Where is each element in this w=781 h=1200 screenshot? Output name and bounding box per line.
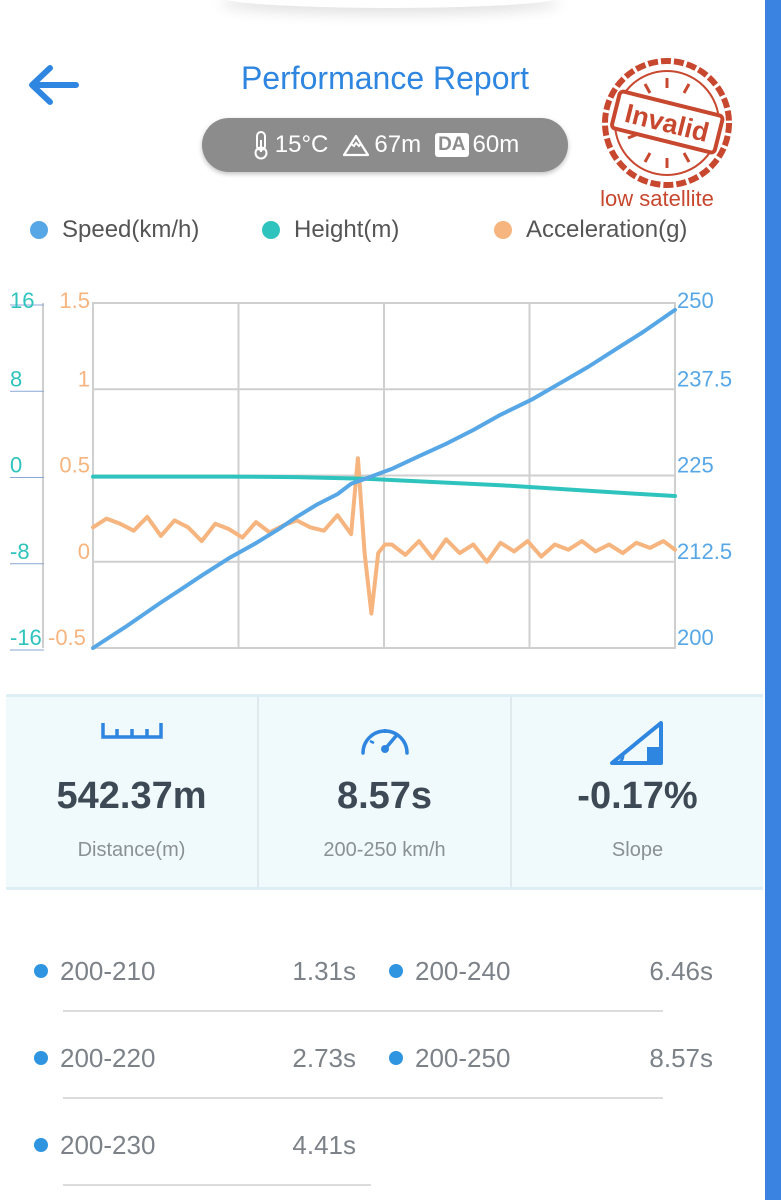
accel-tick-label: 0 [78,539,90,564]
split-range: 200-240 [415,956,511,986]
height-tick-label: 16 [10,288,34,313]
page-title: Performance Report [240,60,530,96]
invalid-stamp: Invalid [602,58,732,188]
altitude-value: 67m [374,131,422,158]
window-edge [765,0,781,1200]
split-item: 200-210 1.31s [34,930,356,1018]
stamp-caption: low satellite [600,186,714,211]
slope-value: -0.17% [577,775,698,817]
altitude-item: 67m [342,131,421,159]
split-range: 200-250 [415,1043,511,1073]
height-tick-label: 0 [10,453,22,478]
density-altitude-value: 60m [472,131,520,158]
legend-height-label: Height(m) [294,216,400,243]
split-range: 200-230 [60,1130,156,1160]
thermometer-icon [254,131,268,160]
split-dot [34,1051,48,1065]
split-time: 8.57s [649,1043,713,1073]
chart-legend: Speed(km/h) Height(m) Acceleration(g) [0,216,765,252]
legend-acceleration[interactable]: Acceleration(g) [494,216,687,244]
accel-tick-label: 1 [78,366,90,391]
speed-tick-label: 250 [677,288,714,313]
temperature-item: 15°C [251,130,329,160]
speedometer-icon [360,729,409,755]
window-edge-gap [761,0,765,1200]
split-range: 200-220 [60,1043,156,1073]
split-item: 200-240 6.46s [389,930,713,1018]
split-time: 2.73s [292,1043,356,1073]
performance-chart[interactable]: 16 1.5 250 8 1 237.5 0 0.5 225 -8 0 212.5 -16 -0.5 200 [0,272,765,662]
split-item: 200-230 4.41s [34,1104,356,1192]
legend-speed[interactable]: Speed(km/h) [30,216,199,244]
series-line-accel [91,456,677,616]
split-divider [63,1010,663,1012]
conditions-pill: 15°C 67m DA 60m [202,118,568,172]
legend-acceleration-swatch [494,221,512,239]
series-line-speed [91,307,677,650]
ruler-icon [100,723,163,739]
split-dot [34,964,48,978]
time-stat: 8.57s 200-250 km/h [257,697,510,887]
split-time: 4.41s [292,1130,356,1160]
arrow-left-icon [29,65,79,105]
split-time: 6.46s [649,956,713,986]
split-item: 200-220 2.73s [34,1017,356,1105]
slope-icon [609,721,663,765]
split-dot [389,964,403,978]
legend-acceleration-label: Acceleration(g) [526,216,688,243]
density-altitude-item: DA 60m [435,131,519,159]
accel-tick-label: 1.5 [59,288,90,313]
mountain-icon [343,134,370,157]
accel-tick-label: 0.5 [59,453,90,478]
distance-label: Distance(m) [77,839,186,861]
split-divider [63,1097,663,1099]
legend-speed-label: Speed(km/h) [62,216,200,243]
height-tick-label: 8 [10,366,22,391]
speed-tick-label: 225 [677,453,714,478]
summary-stats: 542.37m Distance(m) 8.57s 200-250 km/h -… [6,694,763,890]
split-dot [389,1051,403,1065]
slope-stat: -0.17% Slope [510,697,763,887]
split-dot [34,1138,48,1152]
speed-tick-label: 200 [677,625,714,650]
split-time: 1.31s [292,956,356,986]
accel-tick-label: -0.5 [48,625,86,650]
height-tick-label: -16 [10,625,42,650]
top-notch-shadow [220,0,560,8]
slope-label: Slope [611,839,664,861]
series-line-height [91,474,677,498]
back-button[interactable] [24,58,84,112]
temperature-value: 15°C [274,131,329,158]
split-divider [63,1184,371,1186]
speed-tick-label: 237.5 [677,366,732,391]
speed-tick-label: 212.5 [677,539,732,564]
distance-stat: 542.37m Distance(m) [6,697,257,887]
height-tick-label: -8 [10,539,30,564]
legend-height-swatch [262,221,280,239]
legend-height[interactable]: Height(m) [262,216,399,244]
time-value: 8.57s [336,775,433,817]
legend-speed-swatch [30,221,48,239]
density-altitude-badge: DA [435,133,469,157]
split-item: 200-250 8.57s [389,1017,713,1105]
split-range: 200-210 [60,956,156,986]
distance-value: 542.37m [56,775,207,817]
time-label: 200-250 km/h [323,839,446,861]
